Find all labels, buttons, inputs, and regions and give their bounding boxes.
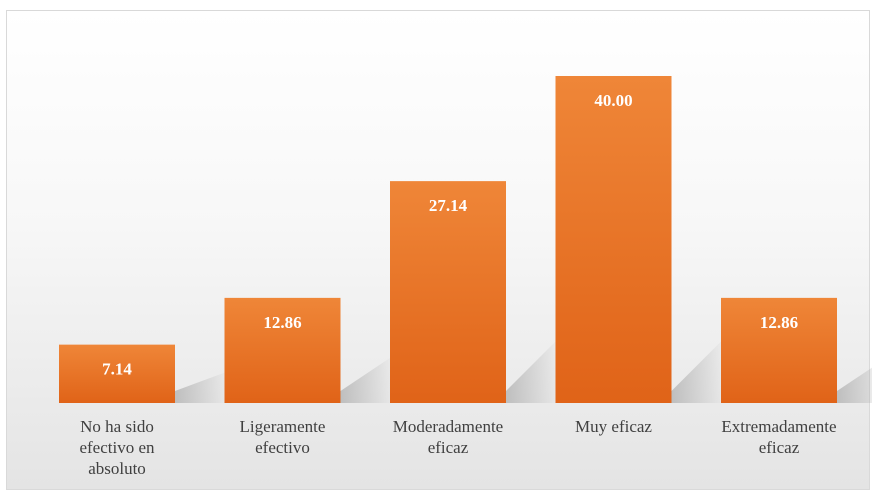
category-label-line: Ligeramente [240,417,326,436]
category-label-line: absoluto [88,459,146,478]
category-label-line: No ha sido [80,417,154,436]
bar-shadow [837,367,872,403]
bar-shadow [506,336,561,403]
bar [721,297,837,403]
bar [224,297,341,403]
bar-shadow [175,370,230,403]
bar-shadow [340,354,396,403]
category-label: Ligeramente efectivo [240,417,326,457]
category-label-line: eficaz [428,438,469,457]
bar-shadows [175,336,872,403]
bar [390,181,506,403]
category-label-line: efectivo [255,438,310,457]
bar-shadow [671,336,727,403]
category-label-line: Muy eficaz [575,417,652,436]
category-label: Extremadamente eficaz [721,417,836,457]
bar-value-label: 12.86 [760,313,798,332]
category-label: Moderadamente eficaz [393,417,503,457]
category-label: No ha sido efectivo en absoluto [79,417,155,478]
bar [59,344,175,403]
bar [555,76,672,403]
bar-value-label: 7.14 [102,360,132,379]
category-label-line: Extremadamente [721,417,836,436]
category-label-line: eficaz [759,438,800,457]
bar-value-label: 27.14 [429,196,468,215]
bars-group [59,76,837,403]
category-label: Muy eficaz [575,417,652,436]
category-label-line: efectivo en [79,438,155,457]
category-labels-group: No ha sido efectivo en absoluto Ligeramente… [79,417,836,478]
category-label-line: Moderadamente [393,417,503,436]
bar-value-label: 40.00 [594,91,632,110]
value-labels-group: 7.14 12.86 27.14 40.00 12.86 [102,91,798,379]
bar-value-label: 12.86 [263,313,301,332]
